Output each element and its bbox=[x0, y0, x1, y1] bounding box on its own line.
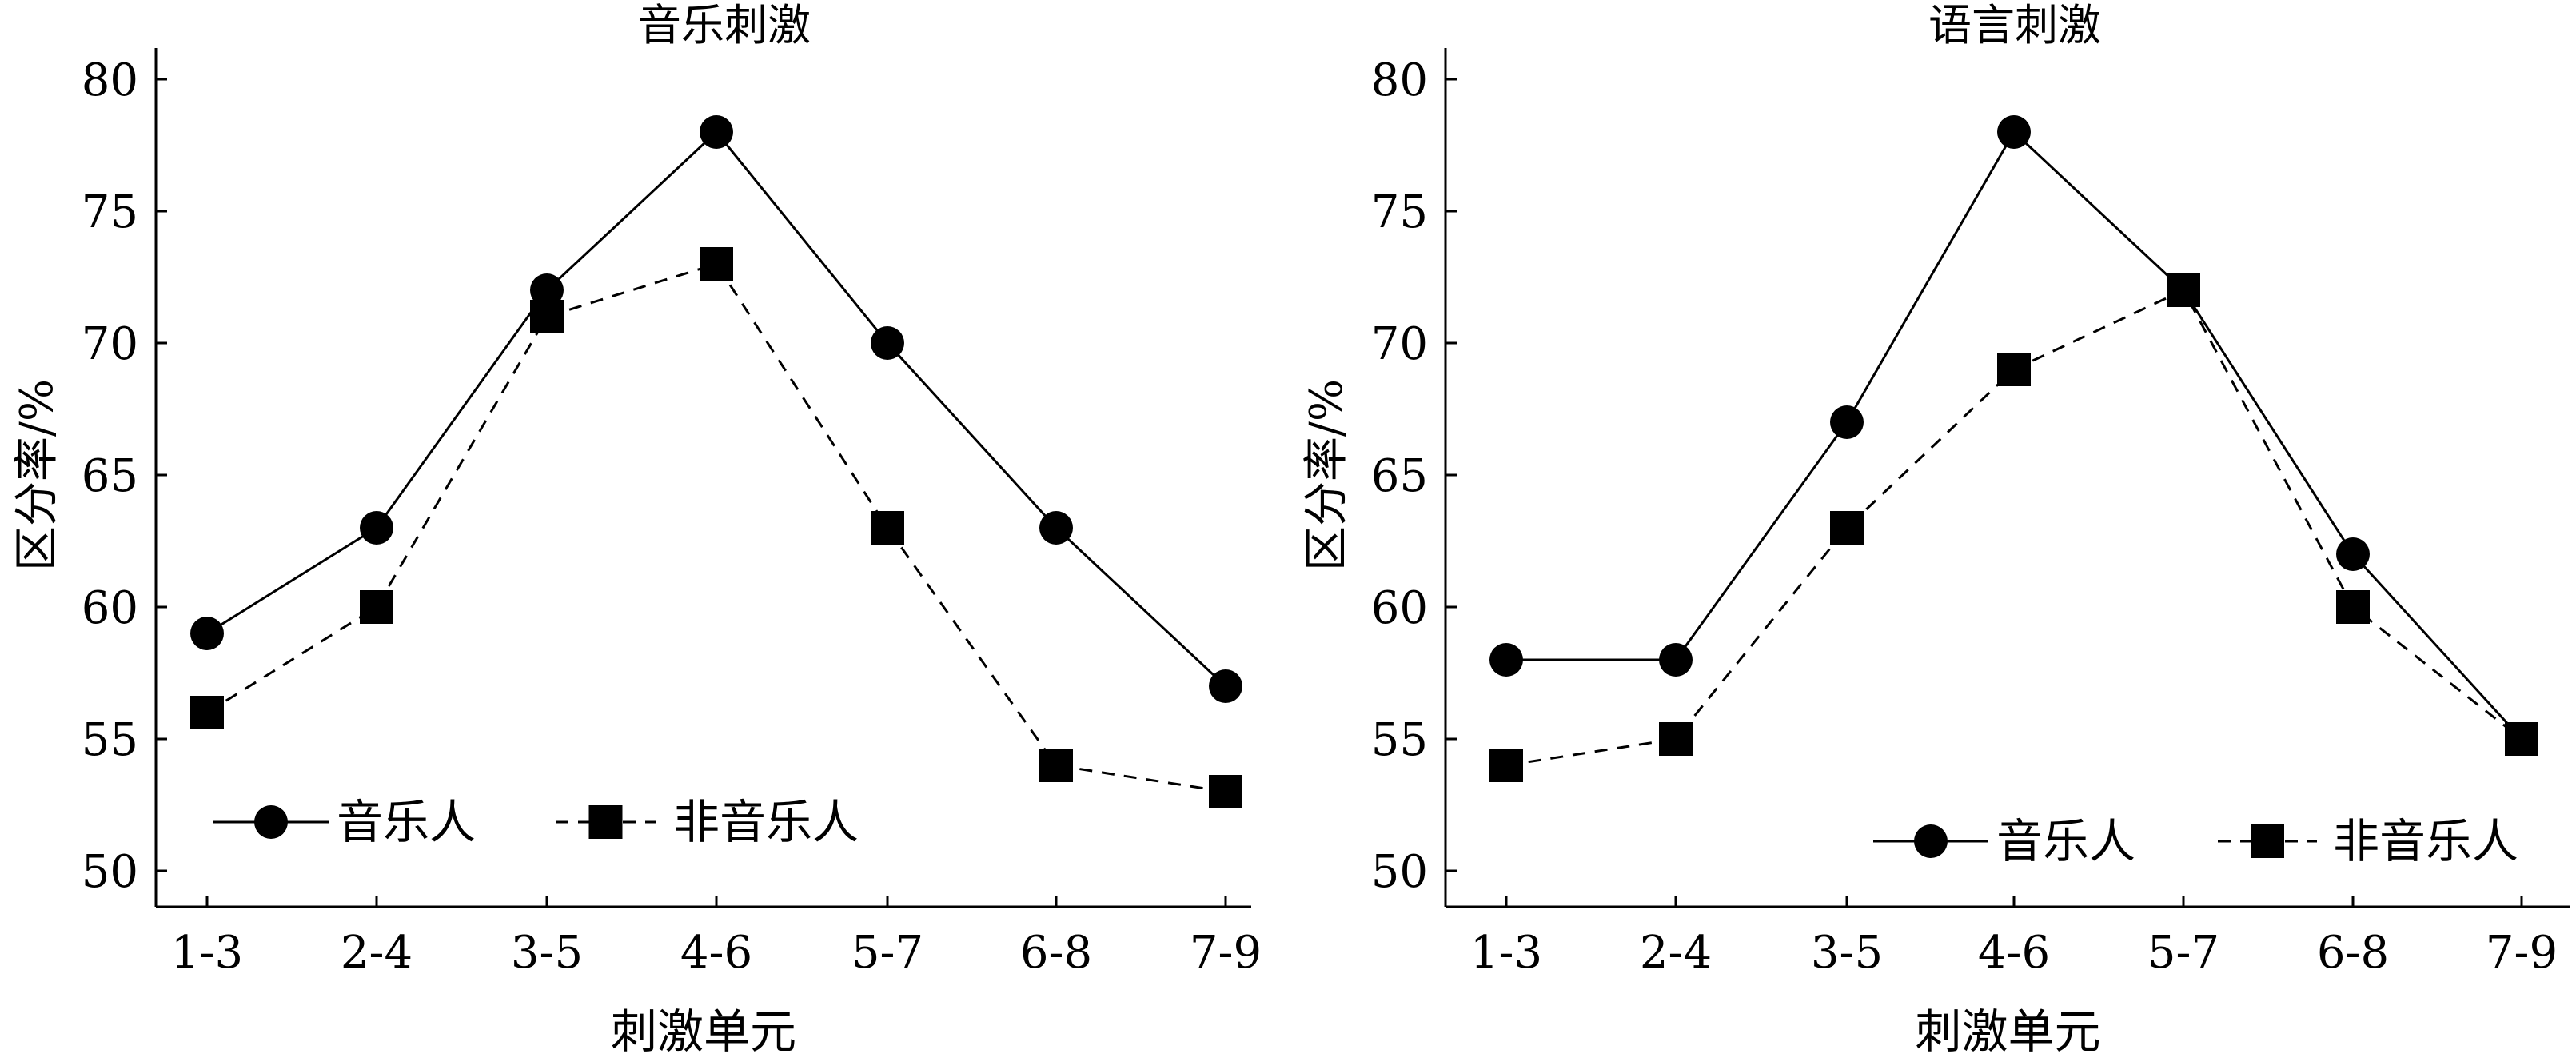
data-point-square bbox=[360, 590, 393, 624]
data-point-circle bbox=[360, 511, 393, 545]
series-musicians bbox=[190, 115, 1242, 703]
data-point-circle bbox=[871, 326, 904, 360]
legend-label: 音乐人 bbox=[1996, 814, 2135, 868]
chart-panel-1: 音乐刺激 50 55 60 65 70 75 80 1-3 2-4 3-5 4-6 5-7 6-8 7-9 刺… bbox=[11, 0, 1262, 1058]
x-axis-label: 刺激单元 bbox=[611, 1004, 796, 1058]
data-point-square bbox=[700, 247, 733, 281]
y-tick-label: 65 bbox=[1371, 450, 1428, 502]
legend-label: 非音乐人 bbox=[673, 795, 859, 849]
y-tick-label: 80 bbox=[82, 54, 138, 106]
data-point-circle bbox=[1209, 669, 1242, 703]
data-point-circle bbox=[700, 115, 733, 149]
x-tick-label: 3-5 bbox=[511, 927, 583, 979]
data-point-square bbox=[2336, 590, 2370, 624]
x-tick-label: 2-4 bbox=[341, 927, 413, 979]
x-tick-label: 1-3 bbox=[1470, 927, 1542, 979]
x-tick-label: 3-5 bbox=[1811, 927, 1883, 979]
y-tick-label: 60 bbox=[82, 582, 138, 634]
y-tick-label: 55 bbox=[82, 714, 138, 766]
y-tick-label: 70 bbox=[82, 318, 138, 370]
y-tick-label: 75 bbox=[1371, 186, 1428, 238]
x-tick-label: 1-3 bbox=[171, 927, 243, 979]
y-tick-label: 65 bbox=[82, 450, 138, 502]
data-point-square bbox=[871, 511, 904, 545]
chart-panel-2: 语言刺激 50 55 60 65 70 75 80 1-3 2-4 3-5 4-6 5-7 6-8 7-9 刺… bbox=[1301, 0, 2570, 1058]
y-tick-label: 80 bbox=[1371, 54, 1428, 106]
series-musicians bbox=[1489, 115, 2538, 756]
data-point-circle bbox=[1830, 405, 1864, 439]
data-point-square bbox=[1209, 775, 1242, 808]
chart-title: 语言刺激 bbox=[1928, 0, 2101, 50]
data-point-circle bbox=[530, 273, 564, 307]
data-point-square bbox=[530, 300, 564, 333]
x-tick-label: 4-6 bbox=[680, 927, 752, 979]
y-tick-label: 70 bbox=[1371, 318, 1428, 370]
x-tick-label: 6-8 bbox=[2317, 927, 2389, 979]
data-point-circle bbox=[190, 617, 224, 650]
data-point-circle bbox=[2336, 537, 2370, 571]
x-tick-label: 2-4 bbox=[1640, 927, 1712, 979]
legend-marker-square bbox=[588, 805, 623, 839]
data-point-square bbox=[1830, 511, 1864, 545]
legend-marker-square bbox=[2251, 824, 2284, 858]
y-axis-label: 区分率/% bbox=[1301, 379, 1353, 571]
data-point-square bbox=[2505, 722, 2538, 756]
series-non-musicians bbox=[190, 247, 1242, 808]
x-tick-label: 5-7 bbox=[851, 927, 923, 979]
y-tick-label: 75 bbox=[82, 186, 138, 238]
y-tick-label: 55 bbox=[1371, 714, 1428, 766]
legend: 音乐人 非音乐人 bbox=[213, 795, 859, 849]
data-point-square bbox=[2167, 273, 2200, 307]
legend-marker-circle bbox=[1914, 824, 1948, 858]
legend-label: 音乐人 bbox=[337, 795, 476, 849]
data-point-square bbox=[1489, 749, 1523, 782]
data-point-circle bbox=[1039, 511, 1073, 545]
y-tick-label: 50 bbox=[82, 846, 138, 898]
x-tick-label: 4-6 bbox=[1978, 927, 2050, 979]
data-point-circle bbox=[1997, 115, 2031, 149]
y-axis-label: 区分率/% bbox=[11, 379, 63, 571]
series-non-musicians bbox=[1489, 273, 2538, 782]
x-tick-label: 7-9 bbox=[2486, 927, 2558, 979]
legend-marker-circle bbox=[254, 805, 288, 839]
y-tick-label: 60 bbox=[1371, 582, 1428, 634]
data-point-circle bbox=[1489, 643, 1523, 677]
data-point-square bbox=[1997, 353, 2031, 386]
x-tick-label: 7-9 bbox=[1190, 927, 1262, 979]
data-point-square bbox=[1659, 722, 1693, 756]
x-tick-label: 6-8 bbox=[1020, 927, 1092, 979]
data-point-circle bbox=[1659, 643, 1693, 677]
legend-label: 非音乐人 bbox=[2333, 814, 2518, 868]
data-point-square bbox=[1039, 749, 1073, 782]
x-axis-label: 刺激单元 bbox=[1915, 1004, 2100, 1058]
data-point-square bbox=[190, 696, 224, 729]
legend: 音乐人 非音乐人 bbox=[1873, 814, 2518, 868]
chart-title: 音乐刺激 bbox=[638, 0, 811, 50]
y-tick-label: 50 bbox=[1371, 846, 1428, 898]
series-line bbox=[1506, 130, 2523, 741]
x-tick-label: 5-7 bbox=[2147, 927, 2219, 979]
